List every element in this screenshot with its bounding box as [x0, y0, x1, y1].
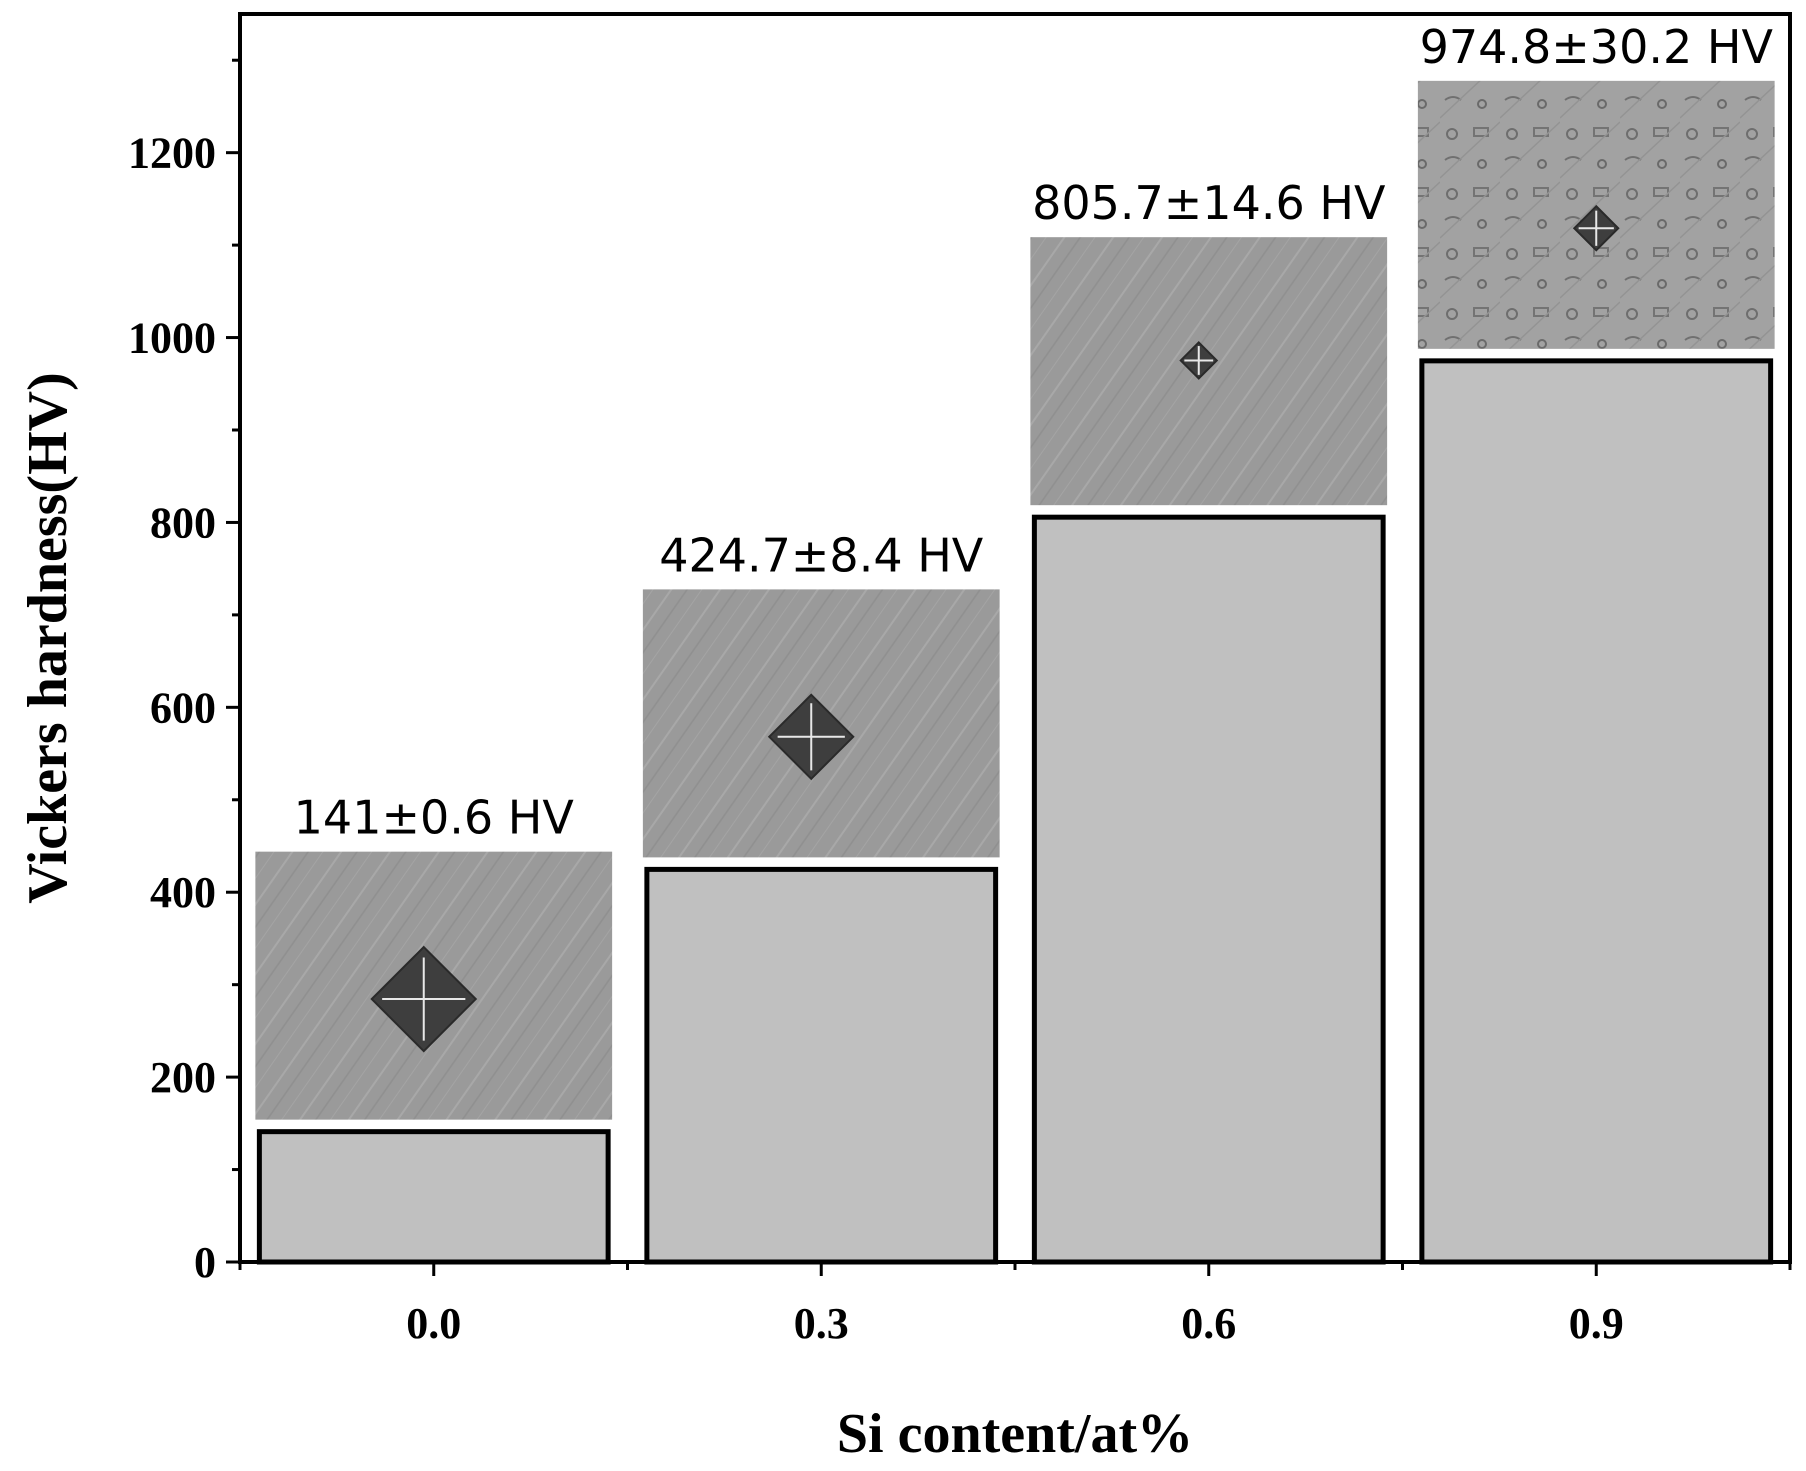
data-label: 805.7±14.6 HV [1032, 176, 1386, 230]
y-tick-label: 600 [150, 683, 216, 732]
data-label: 141±0.6 HV [294, 791, 575, 845]
bar [644, 866, 999, 1265]
x-axis-title: Si content/at% [837, 1403, 1193, 1465]
bar [1419, 358, 1774, 1265]
x-tick-label: 0.3 [794, 1299, 849, 1348]
y-tick-label: 800 [150, 498, 216, 547]
bar [1031, 514, 1386, 1265]
x-tick-label: 0.6 [1181, 1299, 1236, 1348]
y-tick-label: 1200 [128, 129, 216, 178]
data-label: 424.7±8.4 HV [659, 528, 984, 582]
x-tick-label: 0.0 [406, 1299, 461, 1348]
y-tick-label: 200 [150, 1053, 216, 1102]
indent-micrograph-icon [1030, 237, 1388, 506]
y-axis-title: Vickers hardness(HV) [17, 372, 79, 903]
y-tick-label: 400 [150, 868, 216, 917]
bar [256, 1129, 611, 1265]
x-tick-label: 0.9 [1569, 1299, 1624, 1348]
y-tick-label: 0 [194, 1238, 216, 1287]
y-tick-label: 1000 [128, 314, 216, 363]
data-label: 974.8±30.2 HV [1420, 20, 1774, 74]
